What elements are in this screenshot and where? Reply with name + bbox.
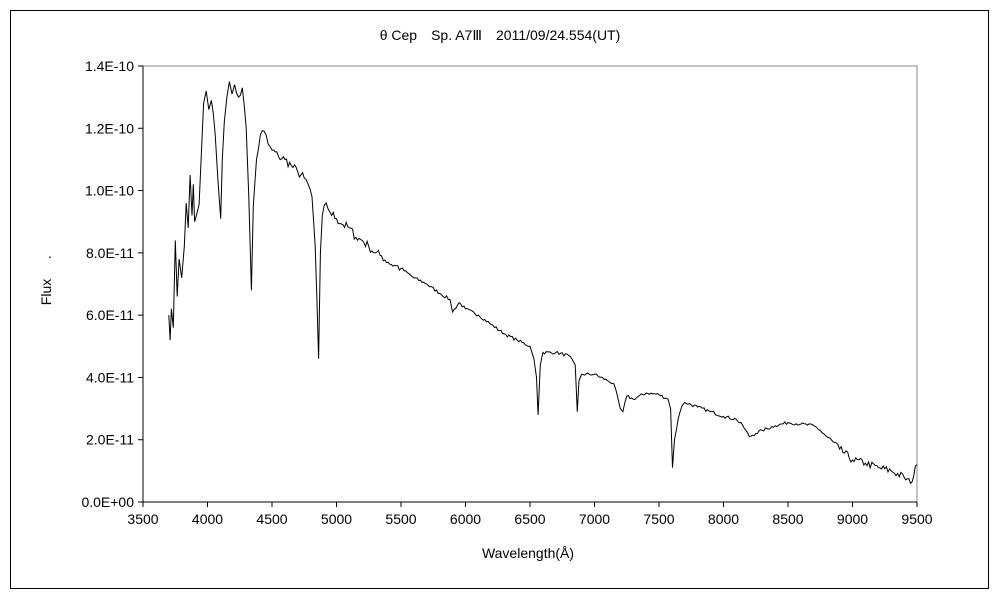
x-tick-label: 8000 bbox=[708, 511, 739, 527]
x-tick-label: 5000 bbox=[321, 511, 352, 527]
y-tick-label: 8.0E-11 bbox=[86, 245, 134, 261]
x-tick-label: 8500 bbox=[772, 511, 803, 527]
y-tick-label: 2.0E-11 bbox=[86, 432, 134, 448]
x-tick-label: 6500 bbox=[514, 511, 545, 527]
y-tick-label: 1.4E-10 bbox=[85, 58, 134, 74]
x-tick-label: 3500 bbox=[127, 511, 158, 527]
x-tick-label: 9000 bbox=[837, 511, 868, 527]
y-tick-label: 6.0E-11 bbox=[86, 307, 134, 323]
x-tick-label: 9500 bbox=[901, 511, 932, 527]
x-tick-label: 7000 bbox=[579, 511, 610, 527]
y-axis-label: Flux bbox=[38, 279, 54, 305]
chart-frame bbox=[10, 10, 989, 589]
y-tick-label: 1.0E-10 bbox=[85, 183, 134, 199]
flux-series-line bbox=[168, 81, 918, 485]
x-tick-label: 5500 bbox=[385, 511, 416, 527]
x-axis-label: Wavelength(Å) bbox=[482, 545, 574, 561]
chart-title: θ Cep Sp. A7Ⅲ 2011/09/24.554(UT) bbox=[380, 27, 621, 43]
x-tick-label: 6000 bbox=[450, 511, 481, 527]
x-tick-label: 4500 bbox=[256, 511, 287, 527]
y-tick-label: 0.0E+00 bbox=[81, 494, 134, 510]
x-tick-label: 7500 bbox=[643, 511, 674, 527]
plot-area bbox=[142, 65, 918, 503]
y-axis-label-mark: . bbox=[48, 245, 52, 261]
y-tick-label: 4.0E-11 bbox=[86, 369, 134, 385]
y-tick-label: 1.2E-10 bbox=[85, 120, 134, 136]
x-tick-label: 4000 bbox=[192, 511, 223, 527]
